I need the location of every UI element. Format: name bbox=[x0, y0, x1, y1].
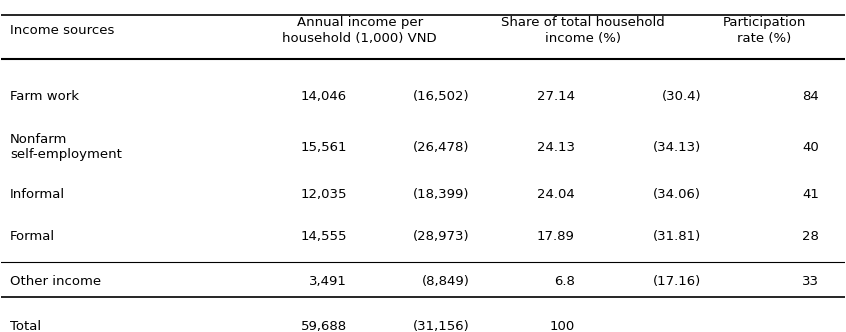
Text: 14,046: 14,046 bbox=[301, 90, 347, 103]
Text: Nonfarm
self-employment: Nonfarm self-employment bbox=[10, 133, 122, 161]
Text: 24.13: 24.13 bbox=[536, 141, 574, 154]
Text: 59,688: 59,688 bbox=[301, 320, 347, 332]
Text: Total: Total bbox=[10, 320, 41, 332]
Text: (17.16): (17.16) bbox=[653, 275, 701, 289]
Text: 15,561: 15,561 bbox=[300, 141, 347, 154]
Text: 27.14: 27.14 bbox=[536, 90, 574, 103]
Text: (28,973): (28,973) bbox=[413, 230, 470, 243]
Text: (8,849): (8,849) bbox=[421, 275, 470, 289]
Text: (26,478): (26,478) bbox=[413, 141, 470, 154]
Text: Informal: Informal bbox=[10, 188, 65, 201]
Text: 17.89: 17.89 bbox=[537, 230, 574, 243]
Text: 33: 33 bbox=[802, 275, 819, 289]
Text: (31.81): (31.81) bbox=[653, 230, 701, 243]
Text: Farm work: Farm work bbox=[10, 90, 79, 103]
Text: Formal: Formal bbox=[10, 230, 55, 243]
Text: 41: 41 bbox=[803, 188, 819, 201]
Text: Share of total household
income (%): Share of total household income (%) bbox=[502, 16, 665, 45]
Text: Participation
rate (%): Participation rate (%) bbox=[722, 16, 806, 45]
Text: Other income: Other income bbox=[10, 275, 101, 289]
Text: 84: 84 bbox=[803, 90, 819, 103]
Text: 14,555: 14,555 bbox=[300, 230, 347, 243]
Text: 28: 28 bbox=[803, 230, 819, 243]
Text: 24.04: 24.04 bbox=[537, 188, 574, 201]
Text: (18,399): (18,399) bbox=[413, 188, 470, 201]
Text: 6.8: 6.8 bbox=[554, 275, 574, 289]
Text: (34.06): (34.06) bbox=[653, 188, 701, 201]
Text: (31,156): (31,156) bbox=[413, 320, 470, 332]
Text: Income sources: Income sources bbox=[10, 24, 114, 37]
Text: 12,035: 12,035 bbox=[300, 188, 347, 201]
Text: (30.4): (30.4) bbox=[662, 90, 701, 103]
Text: 100: 100 bbox=[550, 320, 574, 332]
Text: 3,491: 3,491 bbox=[310, 275, 347, 289]
Text: (16,502): (16,502) bbox=[413, 90, 470, 103]
Text: (34.13): (34.13) bbox=[653, 141, 701, 154]
Text: Annual income per
household (1,000) VND: Annual income per household (1,000) VND bbox=[283, 16, 437, 45]
Text: 40: 40 bbox=[803, 141, 819, 154]
